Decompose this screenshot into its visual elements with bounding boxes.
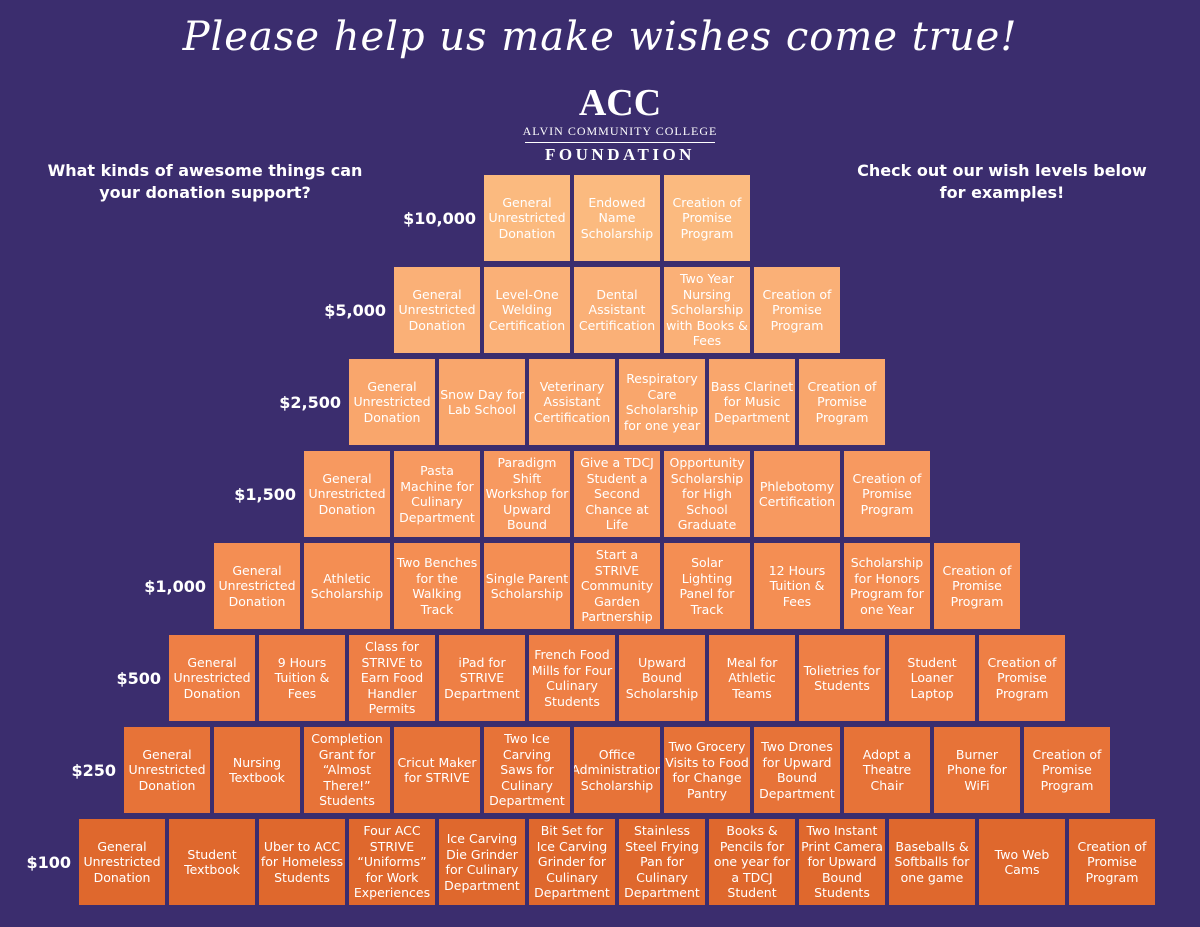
wish-item: Phlebotomy Certification [754,451,840,537]
wish-item: Start a STRIVE Community Garden Partners… [574,543,660,629]
wish-item: Two Drones for Upward Bound Department [754,727,840,813]
wish-item: Opportunity Scholarship for High School … [664,451,750,537]
tier-amount: $2,500 [279,392,341,412]
tier-row: $100 General Unrestricted Donation Student… [0,819,1200,905]
wish-item: Creation of Promise Program [664,175,750,261]
headline: Please help us make wishes come true! [182,14,1018,60]
tier-row: $1,500 General Unrestricted Donation Pasta… [0,451,1200,537]
wish-item: General Unrestricted Donation [394,267,480,353]
tier-row: $5,000 General Unrestricted Donation Level… [0,267,1200,353]
tier-row: $500 General Unrestricted Donation 9 Hours… [0,635,1200,721]
wish-item: Creation of Promise Program [934,543,1020,629]
wish-item: Creation of Promise Program [799,359,885,445]
logo-mark: ACC [578,82,662,124]
wish-item: General Unrestricted Donation [79,819,165,905]
wish-item: Bit Set for Ice Carving Grinder for Culi… [529,819,615,905]
wish-item: General Unrestricted Donation [349,359,435,445]
tier-amount: $10,000 [403,208,476,228]
wish-item: Two Grocery Visits to Food for Change Pa… [664,727,750,813]
logo-college-name: ALVIN COMMUNITY COLLEGE [522,124,718,138]
wish-item: iPad for STRIVE Department [439,635,525,721]
tier-row: $10,000 General Unrestricted Donation Endo… [0,175,1200,261]
wish-item: Four ACC STRIVE “Uniforms” for Work Expe… [349,819,435,905]
wish-item: General Unrestricted Donation [169,635,255,721]
tier-amount: $100 [26,852,71,872]
tier-amount: $250 [71,760,116,780]
wish-item: Give a TDCJ Student a Second Chance at L… [574,451,660,537]
wish-item: Uber to ACC for Homeless Students [259,819,345,905]
wish-item: Paradigm Shift Workshop for Upward Bound [484,451,570,537]
wish-item: Endowed Name Scholarship [574,175,660,261]
tier-amount: $5,000 [324,300,386,320]
wish-item: General Unrestricted Donation [484,175,570,261]
wish-item: Creation of Promise Program [754,267,840,353]
wish-item: Two Web Cams [979,819,1065,905]
logo-foundation: FOUNDATION [545,145,695,164]
wish-item: Office Administration Scholarship [574,727,660,813]
wish-item: Two Instant Print Camera for Upward Boun… [799,819,885,905]
wish-item: Tolietries for Students [799,635,885,721]
wish-item: Two Year Nursing Scholarship with Books … [664,267,750,353]
wish-item: Nursing Textbook [214,727,300,813]
tier-amount: $500 [116,668,161,688]
wish-item: Ice Carving Die Grinder for Culinary Dep… [439,819,525,905]
wish-item: Two Ice Carving Saws for Culinary Depart… [484,727,570,813]
wish-item: Creation of Promise Program [1024,727,1110,813]
wish-item: Baseballs & Softballs for one game [889,819,975,905]
wish-item: Burner Phone for WiFi [934,727,1020,813]
wish-item: Solar Lighting Panel for Track [664,543,750,629]
wish-item: Pasta Machine for Culinary Department [394,451,480,537]
left-note: What kinds of awesome things can your do… [47,161,363,202]
wish-item: General Unrestricted Donation [304,451,390,537]
tier-amount: $1,000 [144,576,206,596]
wish-item: Scholarship for Honors Program for one Y… [844,543,930,629]
wish-item: Cricut Maker for STRIVE [394,727,480,813]
tier-amount: $1,500 [234,484,296,504]
wish-item: Creation of Promise Program [979,635,1065,721]
wish-item: Single Parent Scholarship [484,543,570,629]
wish-item: Student Textbook [169,819,255,905]
acc-foundation-logo: ACC ALVIN COMMUNITY COLLEGE FOUNDATION [500,84,740,165]
wish-item: Snow Day for Lab School [439,359,525,445]
wish-item: Creation of Promise Program [844,451,930,537]
right-note: Check out our wish levels below for exam… [857,161,1147,202]
wish-item: Level-One Welding Certification [484,267,570,353]
wish-item: Dental Assistant Certification [574,267,660,353]
logo-divider [525,142,715,143]
wish-item: Completion Grant for “Almost There!” Stu… [304,727,390,813]
wish-item: Creation of Promise Program [1069,819,1155,905]
tier-row: $1,000 General Unrestricted Donation Athle… [0,543,1200,629]
tier-row: $2,500 General Unrestricted Donation Snow … [0,359,1200,445]
wish-item: Bass Clarinet for Music Department [709,359,795,445]
wish-item: Student Loaner Laptop [889,635,975,721]
wish-item: Two Benches for the Walking Track [394,543,480,629]
tier-row: $250 General Unrestricted Donation Nursing… [0,727,1200,813]
wish-item: General Unrestricted Donation [214,543,300,629]
wish-item: Upward Bound Scholarship [619,635,705,721]
wish-item: Class for STRIVE to Earn Food Handler Pe… [349,635,435,721]
wish-item: Athletic Scholarship [304,543,390,629]
wish-item: 9 Hours Tuition & Fees [259,635,345,721]
wish-item: General Unrestricted Donation [124,727,210,813]
wish-item: Respiratory Care Scholarship for one yea… [619,359,705,445]
wish-item: 12 Hours Tuition & Fees [754,543,840,629]
wish-item: French Food Mills for Four Culinary Stud… [529,635,615,721]
wish-item: Meal for Athletic Teams [709,635,795,721]
wish-item: Veterinary Assistant Certification [529,359,615,445]
wish-item: Stainless Steel Frying Pan for Culinary … [619,819,705,905]
wish-item: Adopt a Theatre Chair [844,727,930,813]
wish-item: Books & Pencils for one year for a TDCJ … [709,819,795,905]
